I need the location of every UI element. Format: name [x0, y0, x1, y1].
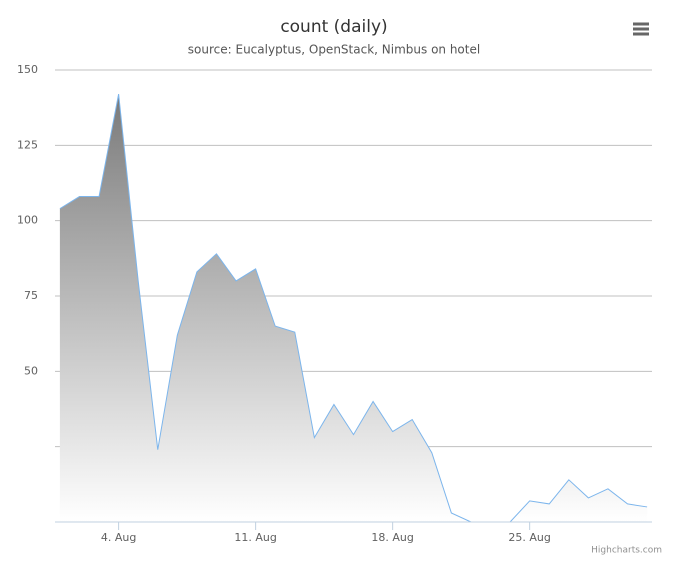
x-tick-label: 25. Aug	[508, 531, 550, 544]
chart-title: count (daily)	[280, 17, 387, 37]
menu-button[interactable]	[630, 18, 654, 40]
y-tick-label: 150	[17, 63, 38, 76]
y-tick-label: 75	[24, 289, 38, 302]
area-line	[59, 94, 648, 523]
y-tick-label: 125	[17, 138, 38, 151]
y-tick-label: 100	[17, 214, 38, 227]
menu-icon[interactable]	[633, 22, 649, 36]
x-tick-label: 18. Aug	[371, 531, 413, 544]
x-tick-label: 11. Aug	[234, 531, 276, 544]
x-tick-label: 4. Aug	[101, 531, 136, 544]
area-fill	[59, 94, 648, 523]
credits[interactable]: Highcharts.com	[591, 546, 662, 556]
chart-subtitle: source: Eucalyptus, OpenStack, Nimbus on…	[188, 43, 480, 57]
y-tick-label: 50	[24, 364, 38, 377]
